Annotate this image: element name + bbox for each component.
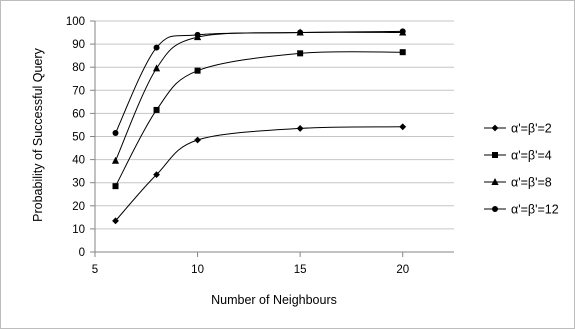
legend-label: α'=β'=2: [511, 122, 552, 136]
y-tick-label: 30: [72, 178, 85, 190]
data-point-marker: [194, 136, 201, 144]
data-point-marker: [112, 217, 119, 225]
data-point-marker: [152, 64, 161, 72]
legend-marker: [491, 124, 499, 132]
data-point-marker: [297, 29, 304, 36]
y-tick-label: 80: [72, 62, 85, 74]
data-point-marker: [399, 28, 406, 35]
legend-marker: [492, 152, 498, 158]
legend-marker: [491, 178, 499, 185]
legend-label: α'=β'=4: [511, 149, 552, 163]
data-point-marker: [112, 183, 119, 190]
series-line: [115, 51, 403, 187]
x-tick-label: 10: [191, 264, 204, 276]
data-point-marker: [153, 106, 160, 113]
y-tick-label: 100: [66, 16, 85, 28]
data-point-marker: [112, 130, 119, 137]
data-point-marker: [297, 50, 304, 57]
axes: [90, 20, 454, 257]
series-line: [115, 30, 403, 134]
gridlines: [95, 20, 454, 230]
x-tick-label: 15: [294, 264, 307, 276]
data-point-marker: [153, 44, 160, 51]
y-tick-label: 0: [79, 247, 85, 259]
y-tick-label: 10: [72, 224, 85, 236]
series-line: [115, 126, 403, 222]
data-point-marker: [194, 67, 201, 74]
x-tick-label: 20: [396, 264, 409, 276]
data-point-marker: [296, 125, 304, 132]
legend-label: α'=β'=12: [511, 203, 559, 217]
y-tick-label: 70: [72, 85, 85, 97]
data-point-marker: [399, 123, 407, 131]
data-markers: [111, 28, 407, 225]
x-tick-label: 5: [92, 264, 98, 276]
data-point-marker: [194, 31, 201, 38]
data-point-marker: [111, 156, 120, 164]
tick-labels: 0 10 20 30 40 50 60 70 80 90 100 5 10 15 20: [66, 16, 409, 276]
series-lines: [115, 30, 403, 222]
data-point-marker: [153, 171, 160, 179]
y-tick-label: 50: [72, 132, 85, 144]
y-tick-label: 60: [72, 108, 85, 120]
y-tick-label: 20: [72, 201, 85, 213]
y-tick-label: 40: [72, 155, 85, 167]
y-axis-title: Probability of Successful Query: [31, 47, 45, 221]
legend: α'=β'=2 α'=β'=4 α'=β'=8 α'=β'=12: [484, 122, 559, 217]
legend-marker: [492, 206, 498, 212]
x-axis-title: Number of Neighbours: [211, 293, 337, 307]
data-point-marker: [399, 49, 406, 56]
y-tick-label: 90: [72, 39, 85, 51]
legend-label: α'=β'=8: [511, 176, 552, 190]
